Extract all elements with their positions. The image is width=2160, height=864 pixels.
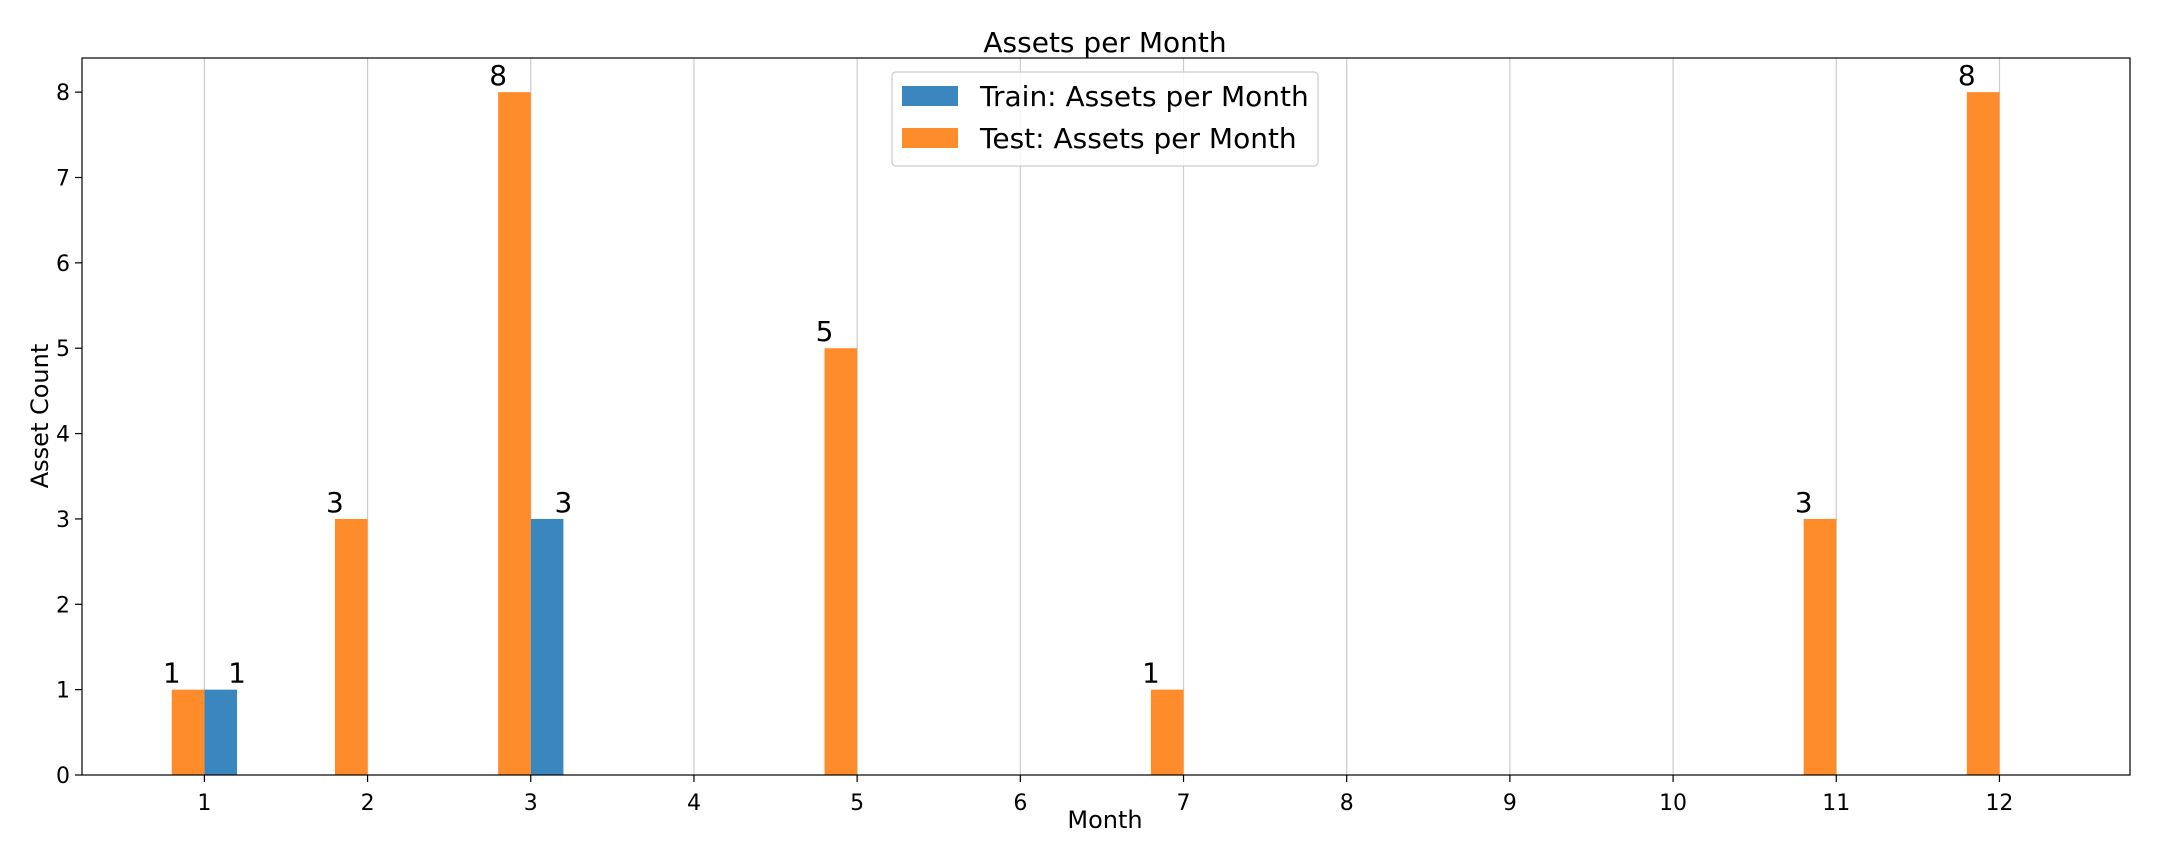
data-label-test-month-1: 1: [163, 657, 181, 690]
x-axis-ticks: 1 2 3 4 5 6 7 8 9 10 11 12: [197, 775, 2013, 816]
data-label-test-month-2: 3: [326, 486, 344, 519]
x-axis-title: Month: [1067, 806, 1142, 834]
chart-title: Assets per Month: [983, 26, 1226, 59]
y-tick-label: 5: [56, 337, 70, 362]
y-tick-label: 7: [56, 167, 70, 192]
y-tick-label: 1: [56, 679, 70, 704]
x-tick-label: 7: [1177, 791, 1191, 816]
bar-train-month-3: [530, 518, 564, 775]
data-label-test-month-12: 8: [1958, 59, 1976, 92]
y-tick-label: 0: [56, 764, 70, 789]
bar-test-month-12: [1966, 92, 2000, 775]
bars: [171, 92, 2000, 775]
x-tick-label: 10: [1659, 791, 1687, 816]
y-tick-label: 8: [56, 81, 70, 106]
x-tick-label: 3: [524, 791, 538, 816]
y-axis-ticks: 0 1 2 3 4 5 6 7 8: [56, 81, 82, 789]
bar-test-month-7: [1150, 689, 1184, 775]
x-tick-label: 5: [850, 791, 864, 816]
x-tick-label: 12: [1985, 791, 2013, 816]
y-tick-label: 6: [56, 252, 70, 277]
data-label-test-month-11: 3: [1795, 486, 1813, 519]
x-tick-label: 4: [687, 791, 701, 816]
bar-test-month-3: [498, 92, 531, 775]
data-label-train-month-3: 3: [554, 486, 572, 519]
bar-test-month-11: [1803, 518, 1837, 775]
x-tick-label: 11: [1822, 791, 1850, 816]
data-label-test-month-7: 1: [1142, 657, 1160, 690]
legend-swatch-train: [902, 86, 958, 106]
bar-test-month-2: [334, 518, 368, 775]
legend-label-test: Test: Assets per Month: [979, 122, 1297, 155]
y-axis-title: Asset Count: [26, 344, 54, 489]
y-tick-label: 2: [56, 593, 70, 618]
plot-frame: [81, 57, 2131, 776]
data-label-train-month-1: 1: [228, 657, 246, 690]
legend-swatch-test: [902, 128, 958, 148]
bar-train-month-1: [204, 689, 238, 775]
y-tick-label: 3: [56, 508, 70, 533]
data-label-test-month-3: 8: [489, 59, 507, 92]
data-labels: 1 3 1 3 8 5 1 3 8: [163, 59, 1976, 690]
x-tick-label: 6: [1013, 791, 1027, 816]
x-tick-label: 9: [1503, 791, 1517, 816]
x-tick-label: 1: [197, 791, 211, 816]
x-tick-label: 2: [361, 791, 375, 816]
data-label-test-month-5: 5: [816, 315, 834, 348]
x-tick-label: 8: [1340, 791, 1354, 816]
legend-label-train: Train: Assets per Month: [979, 80, 1309, 113]
legend-frame: [891, 71, 1319, 167]
bar-test-month-1: [171, 689, 205, 775]
legend: Train: Assets per Month Test: Assets per …: [891, 71, 1319, 167]
y-tick-label: 4: [56, 423, 70, 448]
bar-test-month-5: [824, 348, 858, 775]
